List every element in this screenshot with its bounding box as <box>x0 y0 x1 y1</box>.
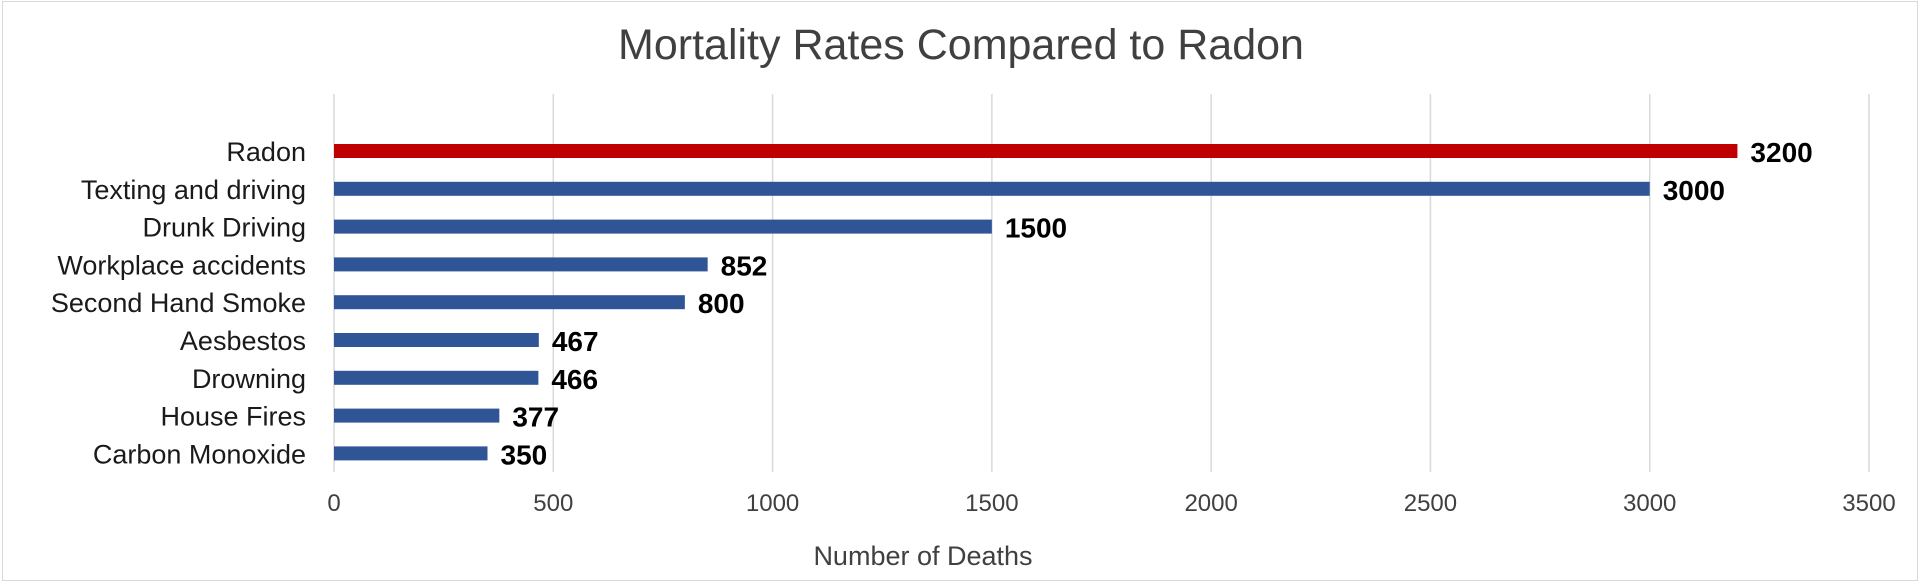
category-labels: Radon Texting and driving Drunk Driving Wor… <box>51 137 306 469</box>
chart-title: Mortality Rates Compared to Radon <box>618 21 1304 69</box>
x-tick-label: 500 <box>533 490 573 517</box>
bar <box>334 446 488 461</box>
data-label: 3200 <box>1750 137 1812 168</box>
category-label: Radon <box>226 137 306 167</box>
x-tick-labels: 0 500 1000 1500 2000 2500 3000 3500 <box>327 490 1895 517</box>
x-tick-label: 0 <box>327 490 340 517</box>
x-tick-label: 1500 <box>965 490 1018 517</box>
data-label: 467 <box>552 326 599 357</box>
data-labels: 3200 3000 1500 852 800 467 466 377 350 <box>501 137 1813 470</box>
data-label: 3000 <box>1663 175 1725 206</box>
data-label: 350 <box>501 439 548 470</box>
x-axis-label: Number of Deaths <box>813 541 1032 571</box>
category-label: Aesbestos <box>180 326 306 356</box>
category-label: Drunk Driving <box>142 213 306 243</box>
data-label: 377 <box>512 402 559 433</box>
bars <box>334 144 1738 461</box>
category-label: Workplace accidents <box>57 250 306 280</box>
category-label: Second Hand Smoke <box>51 288 306 318</box>
bar <box>334 333 539 347</box>
category-label: House Fires <box>160 402 306 432</box>
x-tick-label: 3500 <box>1842 490 1895 517</box>
bar <box>334 408 500 423</box>
bar <box>334 219 992 234</box>
bar <box>334 370 539 385</box>
x-tick-label: 3000 <box>1623 490 1676 517</box>
data-label: 1500 <box>1005 213 1067 244</box>
bar <box>334 257 708 272</box>
data-label: 800 <box>698 288 745 319</box>
bar <box>334 144 1738 158</box>
x-tick-label: 2500 <box>1404 490 1457 517</box>
bar <box>334 181 1650 196</box>
x-tick-label: 1000 <box>746 490 799 517</box>
x-tick-label: 2000 <box>1184 490 1237 517</box>
data-label: 852 <box>721 250 768 281</box>
category-label: Carbon Monoxide <box>93 439 306 469</box>
bar <box>334 295 685 310</box>
data-label: 466 <box>551 364 598 395</box>
category-label: Drowning <box>192 364 306 394</box>
category-label: Texting and driving <box>81 175 306 205</box>
